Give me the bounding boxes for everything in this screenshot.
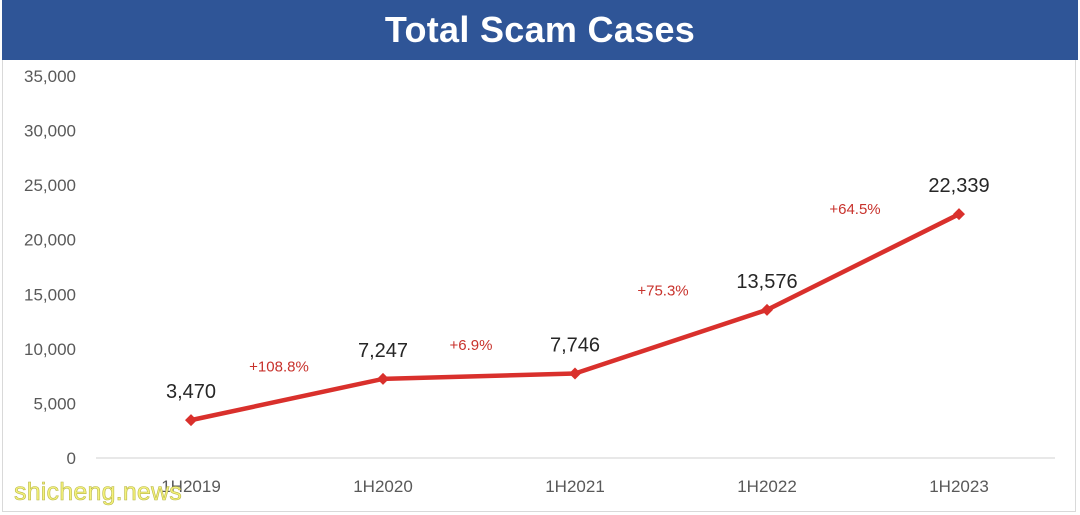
y-tick-label: 5,000 [33, 394, 76, 413]
data-label: 7,746 [550, 334, 600, 356]
y-tick-label: 10,000 [24, 340, 76, 359]
data-point-marker [377, 372, 389, 385]
x-tick-label: 1H2019 [161, 477, 221, 496]
x-tick-label: 1H2021 [545, 477, 605, 496]
data-point-marker [761, 303, 773, 316]
chart-frame [2, 60, 1076, 512]
data-label: 3,470 [166, 381, 216, 403]
data-point-marker [185, 414, 197, 427]
title-bar: Total Scam Cases [2, 0, 1078, 60]
y-tick-label: 35,000 [24, 67, 76, 86]
y-tick-label: 20,000 [24, 231, 76, 250]
y-tick-label: 0 [67, 449, 76, 468]
growth-label: +6.9% [450, 337, 493, 354]
data-label: 22,339 [928, 175, 989, 197]
y-tick-label: 15,000 [24, 285, 76, 304]
growth-label: +108.8% [249, 359, 309, 376]
chart-title: Total Scam Cases [384, 9, 696, 50]
data-point-marker [953, 208, 965, 221]
growth-label: +64.5% [829, 201, 880, 218]
data-label: 13,576 [736, 271, 797, 293]
x-tick-label: 1H2020 [353, 477, 413, 496]
x-tick-label: 1H2022 [737, 477, 797, 496]
watermark: shicheng.news [14, 478, 182, 507]
x-tick-label: 1H2023 [929, 477, 989, 496]
growth-label: +75.3% [637, 283, 688, 300]
y-tick-label: 25,000 [24, 176, 76, 195]
y-tick-label: 30,000 [24, 122, 76, 141]
data-point-marker [569, 367, 581, 380]
series-line [188, 211, 962, 423]
data-label: 7,247 [358, 340, 408, 362]
